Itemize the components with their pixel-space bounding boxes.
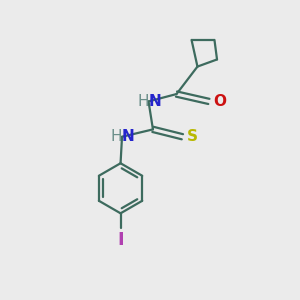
Text: H: H [137,94,148,109]
Text: N: N [122,129,135,144]
Text: N: N [148,94,161,109]
Text: H: H [110,129,122,144]
Text: I: I [117,231,124,249]
Text: O: O [213,94,226,109]
Text: S: S [187,129,198,144]
